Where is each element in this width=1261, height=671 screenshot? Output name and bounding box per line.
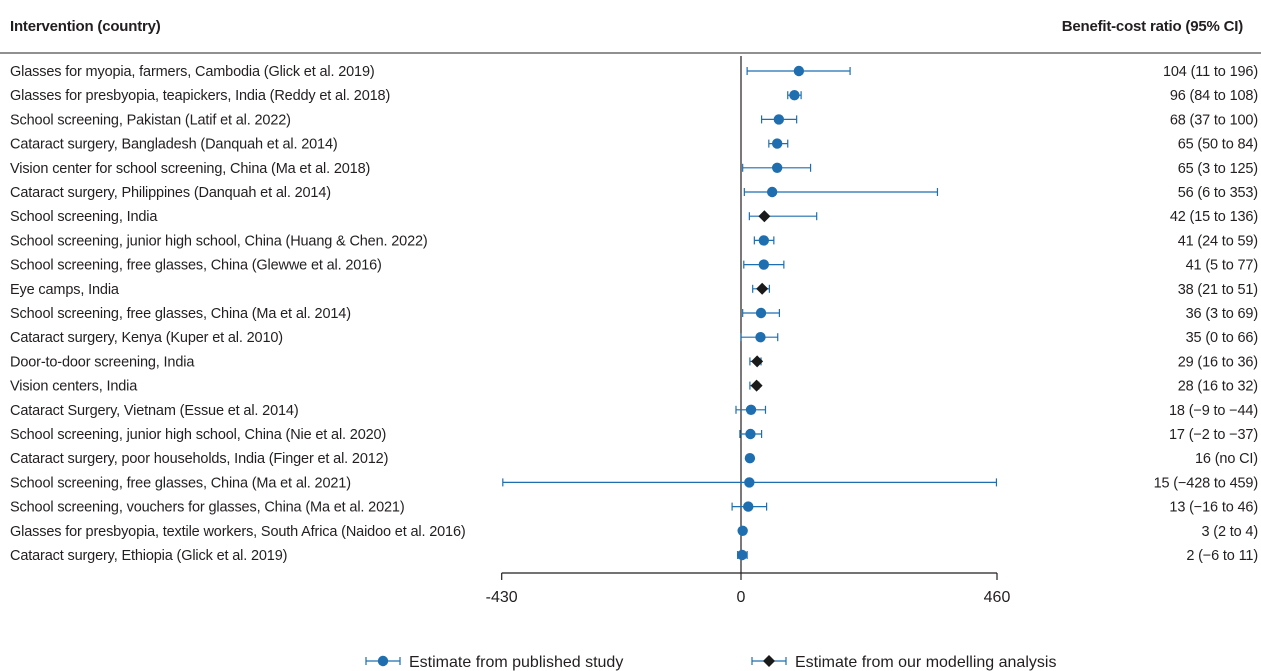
legend-item-modelling: Estimate from our modelling analysis bbox=[751, 654, 1056, 671]
estimate-circle-marker bbox=[773, 114, 785, 125]
row-label: Vision centers, India bbox=[10, 379, 138, 395]
row-ci-value: 65 (50 to 84) bbox=[1178, 137, 1258, 153]
row-ci-value: 15 (−428 to 459) bbox=[1154, 475, 1258, 491]
row-label: Glasses for presbyopia, textile workers,… bbox=[10, 524, 466, 540]
row-ci-value: 41 (24 to 59) bbox=[1178, 233, 1258, 249]
estimate-circle-marker bbox=[745, 404, 757, 415]
forest-row: School screening, India 42 (15 to 136) bbox=[10, 209, 1258, 225]
estimate-circle-marker bbox=[758, 235, 770, 246]
row-label: Cataract surgery, Ethiopia (Glick et al.… bbox=[10, 548, 287, 564]
row-ci-value: 36 (3 to 69) bbox=[1186, 306, 1258, 322]
estimate-diamond-marker bbox=[756, 282, 769, 295]
forest-row: Cataract surgery, Kenya (Kuper et al. 20… bbox=[10, 330, 1258, 346]
row-label: School screening, free glasses, China (G… bbox=[10, 258, 382, 274]
row-label: Glasses for myopia, farmers, Cambodia (G… bbox=[10, 64, 375, 80]
row-ci-value: 18 (−9 to −44) bbox=[1169, 403, 1258, 419]
forest-row: Cataract surgery, Philippines (Danquah e… bbox=[10, 185, 1258, 201]
row-ci-value: 29 (16 to 36) bbox=[1178, 354, 1258, 370]
row-ci-value: 13 (−16 to 46) bbox=[1169, 500, 1258, 516]
forest-row: Vision centers, India 28 (16 to 32) bbox=[10, 379, 1258, 395]
row-ci-value: 28 (16 to 32) bbox=[1178, 379, 1258, 395]
x-tick-label: -430 bbox=[486, 589, 518, 606]
forest-row: Cataract surgery, Ethiopia (Glick et al.… bbox=[10, 548, 1258, 564]
forest-row: School screening, free glasses, China (M… bbox=[10, 306, 1258, 322]
row-ci-value: 56 (6 to 353) bbox=[1178, 185, 1258, 201]
row-ci-value: 41 (5 to 77) bbox=[1186, 258, 1258, 274]
row-label: Cataract surgery, Bangladesh (Danquah et… bbox=[10, 137, 338, 153]
forest-row: School screening, junior high school, Ch… bbox=[10, 233, 1258, 249]
forest-row: School screening, free glasses, China (M… bbox=[10, 475, 1258, 491]
row-label: School screening, free glasses, China (M… bbox=[10, 475, 351, 491]
row-label: School screening, vouchers for glasses, … bbox=[10, 500, 405, 516]
estimate-circle-marker bbox=[755, 332, 766, 343]
forest-row: Cataract surgery, poor households, India… bbox=[10, 451, 1258, 467]
estimate-circle-marker bbox=[744, 453, 756, 464]
row-ci-value: 68 (37 to 100) bbox=[1170, 112, 1258, 128]
estimate-circle-marker bbox=[736, 549, 748, 561]
estimate-diamond-marker bbox=[750, 379, 763, 392]
forest-row: Glasses for presbyopia, teapickers, Indi… bbox=[10, 88, 1258, 104]
row-label: School screening, India bbox=[10, 209, 158, 225]
forest-row: Vision center for school screening, Chin… bbox=[10, 161, 1258, 177]
legend: Estimate from published study Estimate fr… bbox=[365, 654, 1056, 671]
row-label: Door-to-door screening, India bbox=[10, 354, 195, 370]
row-ci-value: 65 (3 to 125) bbox=[1178, 161, 1258, 177]
row-ci-value: 3 (2 to 4) bbox=[1201, 524, 1258, 540]
estimate-circle-marker bbox=[755, 307, 767, 319]
row-ci-value: 96 (84 to 108) bbox=[1170, 88, 1258, 104]
row-label: Vision center for school screening, Chin… bbox=[10, 161, 370, 177]
forest-row: Cataract surgery, Bangladesh (Danquah et… bbox=[10, 137, 1258, 153]
forest-row: School screening, free glasses, China (G… bbox=[10, 258, 1258, 274]
legend-label: Estimate from published study bbox=[409, 654, 623, 671]
row-label: Eye camps, India bbox=[10, 282, 120, 298]
forest-row: Eye camps, India 38 (21 to 51) bbox=[10, 282, 1258, 298]
estimate-circle-marker bbox=[789, 90, 800, 101]
forest-row: Door-to-door screening, India 29 (16 to 3… bbox=[10, 354, 1258, 370]
row-ci-value: 2 (−6 to 11) bbox=[1186, 548, 1258, 564]
row-label: Cataract surgery, Philippines (Danquah e… bbox=[10, 185, 331, 201]
row-label: School screening, free glasses, China (M… bbox=[10, 306, 351, 322]
estimate-circle-marker bbox=[793, 65, 805, 77]
legend-circle-marker bbox=[377, 655, 389, 667]
estimate-circle-marker bbox=[745, 428, 756, 440]
column-header-benefit-cost-ratio: Benefit-cost ratio (95% CI) bbox=[1061, 18, 1243, 35]
row-ci-value: 17 (−2 to −37) bbox=[1169, 427, 1258, 443]
estimate-circle-marker bbox=[771, 138, 783, 149]
forest-row: Glasses for myopia, farmers, Cambodia (G… bbox=[10, 64, 1258, 80]
legend-label: Estimate from our modelling analysis bbox=[795, 654, 1056, 671]
x-tick-label: 0 bbox=[737, 589, 746, 606]
row-label: Cataract surgery, Kenya (Kuper et al. 20… bbox=[10, 330, 283, 346]
x-tick-label: 460 bbox=[984, 589, 1011, 606]
estimate-circle-marker bbox=[744, 477, 755, 488]
estimate-diamond-marker bbox=[758, 210, 771, 223]
forest-row: School screening, junior high school, Ch… bbox=[10, 427, 1258, 443]
estimate-circle-marker bbox=[771, 162, 783, 173]
estimate-diamond-marker bbox=[751, 355, 764, 368]
row-ci-value: 104 (11 to 196) bbox=[1163, 64, 1258, 80]
legend-item-published: Estimate from published study bbox=[365, 654, 623, 671]
row-label: School screening, Pakistan (Latif et al.… bbox=[10, 112, 291, 128]
row-ci-value: 38 (21 to 51) bbox=[1178, 282, 1258, 298]
row-ci-value: 16 (no CI) bbox=[1195, 451, 1258, 467]
estimate-circle-marker bbox=[743, 501, 754, 512]
estimate-circle-marker bbox=[737, 525, 748, 536]
forest-row: Cataract Surgery, Vietnam (Essue et al. … bbox=[10, 403, 1258, 419]
forest-row: School screening, Pakistan (Latif et al.… bbox=[10, 112, 1258, 128]
row-label: Cataract surgery, poor households, India… bbox=[10, 451, 388, 467]
column-header-intervention: Intervention (country) bbox=[10, 18, 161, 35]
legend-diamond-marker bbox=[763, 655, 775, 667]
row-label: School screening, junior high school, Ch… bbox=[10, 233, 428, 249]
row-ci-value: 42 (15 to 136) bbox=[1170, 209, 1258, 225]
row-label: Cataract Surgery, Vietnam (Essue et al. … bbox=[10, 403, 299, 419]
forest-row: Glasses for presbyopia, textile workers,… bbox=[10, 524, 1258, 540]
x-axis: -430 0 460 bbox=[486, 572, 1011, 606]
forest-rows: Glasses for myopia, farmers, Cambodia (G… bbox=[10, 56, 1258, 573]
estimate-circle-marker bbox=[766, 186, 778, 198]
estimate-circle-marker bbox=[758, 259, 770, 270]
row-label: Glasses for presbyopia, teapickers, Indi… bbox=[10, 88, 390, 104]
forest-row: School screening, vouchers for glasses, … bbox=[10, 500, 1258, 516]
row-ci-value: 35 (0 to 66) bbox=[1186, 330, 1258, 346]
row-label: School screening, junior high school, Ch… bbox=[10, 427, 386, 443]
